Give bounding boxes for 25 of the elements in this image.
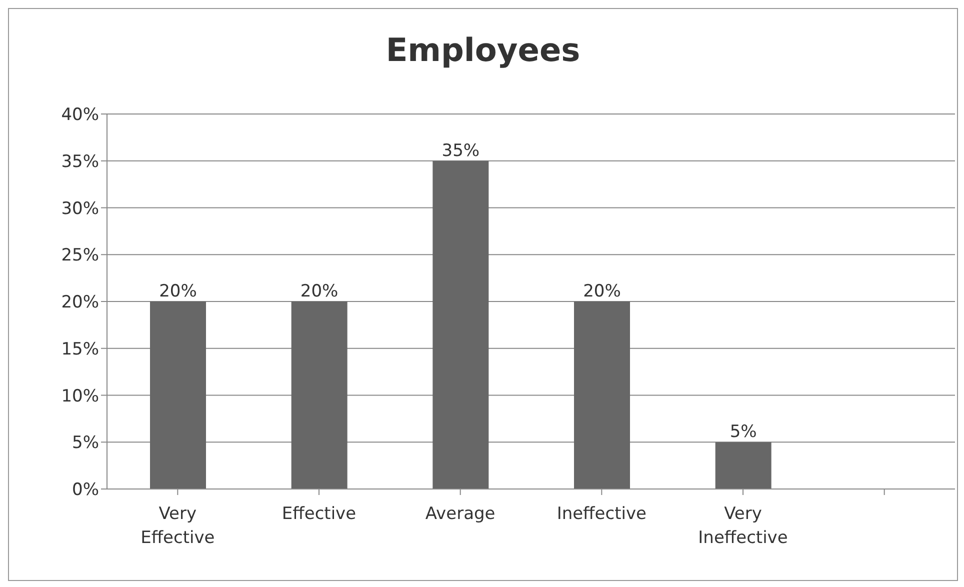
bar [715, 442, 772, 489]
bar [291, 302, 348, 489]
y-tick-label: 25% [61, 246, 99, 266]
x-tick-label: Very Ineffective [698, 504, 788, 548]
y-tick-label: 30% [61, 198, 99, 219]
data-label: 5% [730, 422, 757, 442]
y-tick-label: 40% [61, 105, 99, 126]
y-tick-label: 5% [72, 433, 99, 454]
x-tick-label: Very Effective [140, 504, 215, 548]
x-tick-label: Average [425, 504, 496, 524]
y-tick-label: 35% [61, 152, 99, 172]
bar [432, 160, 489, 489]
y-tick-label: 0% [72, 480, 99, 500]
y-tick-label: 10% [61, 386, 99, 406]
bar [574, 302, 630, 489]
x-tick-label: Effective [282, 504, 356, 524]
x-tick-label: Ineffective [556, 504, 647, 524]
y-tick-label: 20% [61, 292, 99, 313]
y-tick-label: 15% [61, 339, 99, 360]
bar [150, 302, 206, 489]
chart-title: Employees [384, 31, 582, 69]
data-label: 20% [159, 282, 197, 302]
data-label: 35% [442, 140, 480, 161]
data-label: 20% [300, 282, 338, 302]
data-label: 20% [583, 282, 621, 302]
